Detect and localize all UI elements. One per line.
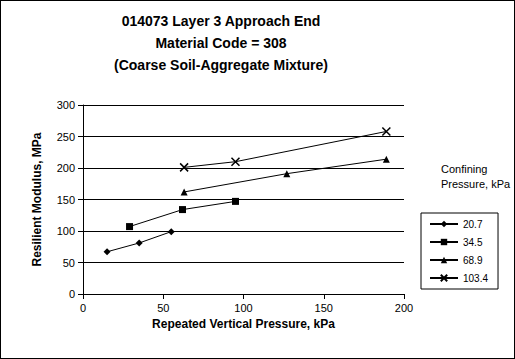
svg-text:0: 0 bbox=[80, 302, 86, 314]
svg-text:(Coarse Soil-Aggregate Mixture: (Coarse Soil-Aggregate Mixture) bbox=[114, 57, 328, 73]
svg-text:68.9: 68.9 bbox=[463, 255, 483, 266]
svg-text:50: 50 bbox=[63, 257, 75, 269]
svg-text:Repeated Vertical Pressure, kP: Repeated Vertical Pressure, kPa bbox=[152, 317, 335, 331]
svg-text:Pressure, kPa: Pressure, kPa bbox=[441, 178, 511, 190]
svg-text:300: 300 bbox=[57, 99, 75, 111]
svg-text:50: 50 bbox=[157, 302, 169, 314]
svg-text:100: 100 bbox=[234, 302, 252, 314]
svg-text:250: 250 bbox=[57, 131, 75, 143]
svg-text:150: 150 bbox=[315, 302, 333, 314]
svg-text:20.7: 20.7 bbox=[463, 219, 483, 230]
svg-text:014073 Layer 3 Approach End: 014073 Layer 3 Approach End bbox=[122, 13, 321, 29]
svg-text:Confining: Confining bbox=[441, 163, 491, 175]
svg-text:Material Code = 308: Material Code = 308 bbox=[155, 35, 286, 51]
svg-text:103.4: 103.4 bbox=[463, 273, 488, 284]
svg-text:200: 200 bbox=[395, 302, 413, 314]
svg-text:200: 200 bbox=[57, 162, 75, 174]
svg-text:0: 0 bbox=[69, 288, 75, 300]
svg-text:Resilient Modulus, MPa: Resilient Modulus, MPa bbox=[30, 132, 44, 266]
svg-text:34.5: 34.5 bbox=[463, 237, 483, 248]
svg-text:100: 100 bbox=[57, 225, 75, 237]
svg-text:150: 150 bbox=[57, 194, 75, 206]
